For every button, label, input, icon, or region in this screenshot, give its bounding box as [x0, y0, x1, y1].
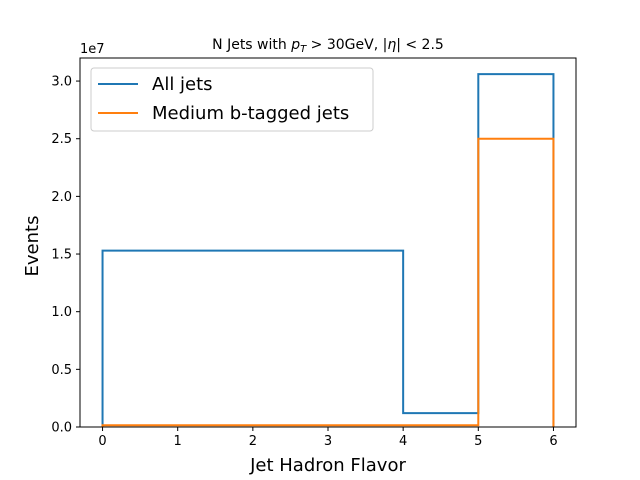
x-tick-label: 4 [399, 434, 407, 449]
legend-box [90, 67, 374, 132]
x-axis-title: Jet Hadron Flavor [249, 455, 406, 476]
x-tick-label: 6 [549, 434, 557, 449]
series-line-0 [101, 73, 555, 427]
y-axis-offset-label: 1e7 [80, 42, 105, 57]
legend: All jets Medium b-tagged jets [90, 67, 374, 132]
plot-area [101, 73, 555, 427]
chart-title: N Jets with pT > 30GeV, |η| < 2.5 [212, 37, 444, 55]
axes: 0 1 2 3 4 5 6 0.0 0.5 1.0 1.5 2.0 2.5 3.0 [51, 57, 577, 449]
x-tick-label: 1 [174, 434, 182, 449]
y-tick-label: 2.5 [51, 132, 72, 147]
y-tick-label: 0.5 [51, 363, 72, 378]
x-tick-label: 3 [324, 434, 332, 449]
y-tick-label: 3.0 [51, 75, 72, 90]
x-tick-label: 0 [98, 434, 106, 449]
legend-label-0: All jets [152, 74, 213, 95]
y-tick-label: 2.0 [51, 190, 72, 205]
y-axis-title: Events [22, 216, 43, 277]
y-tick-label: 0.0 [51, 421, 72, 436]
x-tick-label: 2 [249, 434, 257, 449]
x-tick-label: 5 [474, 434, 482, 449]
legend-label-1: Medium b-tagged jets [152, 103, 349, 124]
y-tick-label: 1.5 [51, 248, 72, 263]
series-line-1 [101, 137, 555, 427]
y-tick-label: 1.0 [51, 305, 72, 320]
